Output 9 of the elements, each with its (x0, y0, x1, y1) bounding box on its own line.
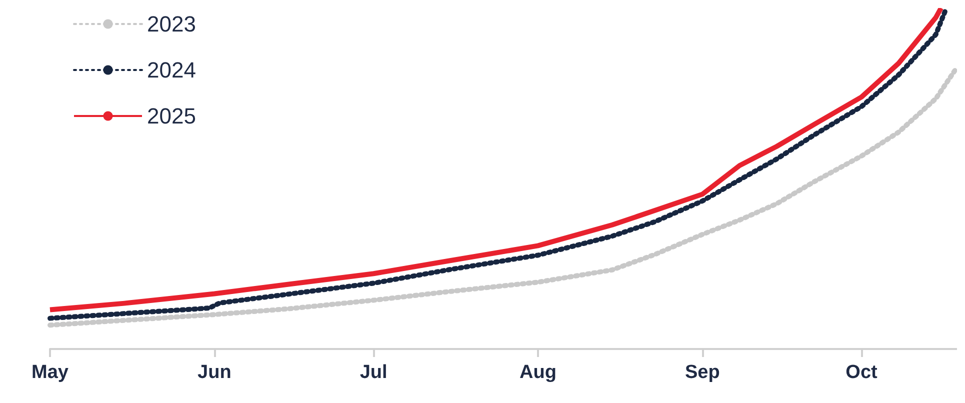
legend-label: 2025 (147, 104, 196, 128)
x-tick-label: Aug (520, 362, 556, 383)
x-tick-label: May (32, 362, 69, 383)
x-tick-label: Sep (684, 362, 720, 383)
x-tick-label: Jun (198, 362, 232, 383)
x-tick-label: Jul (360, 362, 388, 383)
legend-label: 2024 (147, 58, 196, 82)
x-tick-label: Oct (846, 362, 878, 383)
legend-label: 2023 (147, 12, 196, 36)
